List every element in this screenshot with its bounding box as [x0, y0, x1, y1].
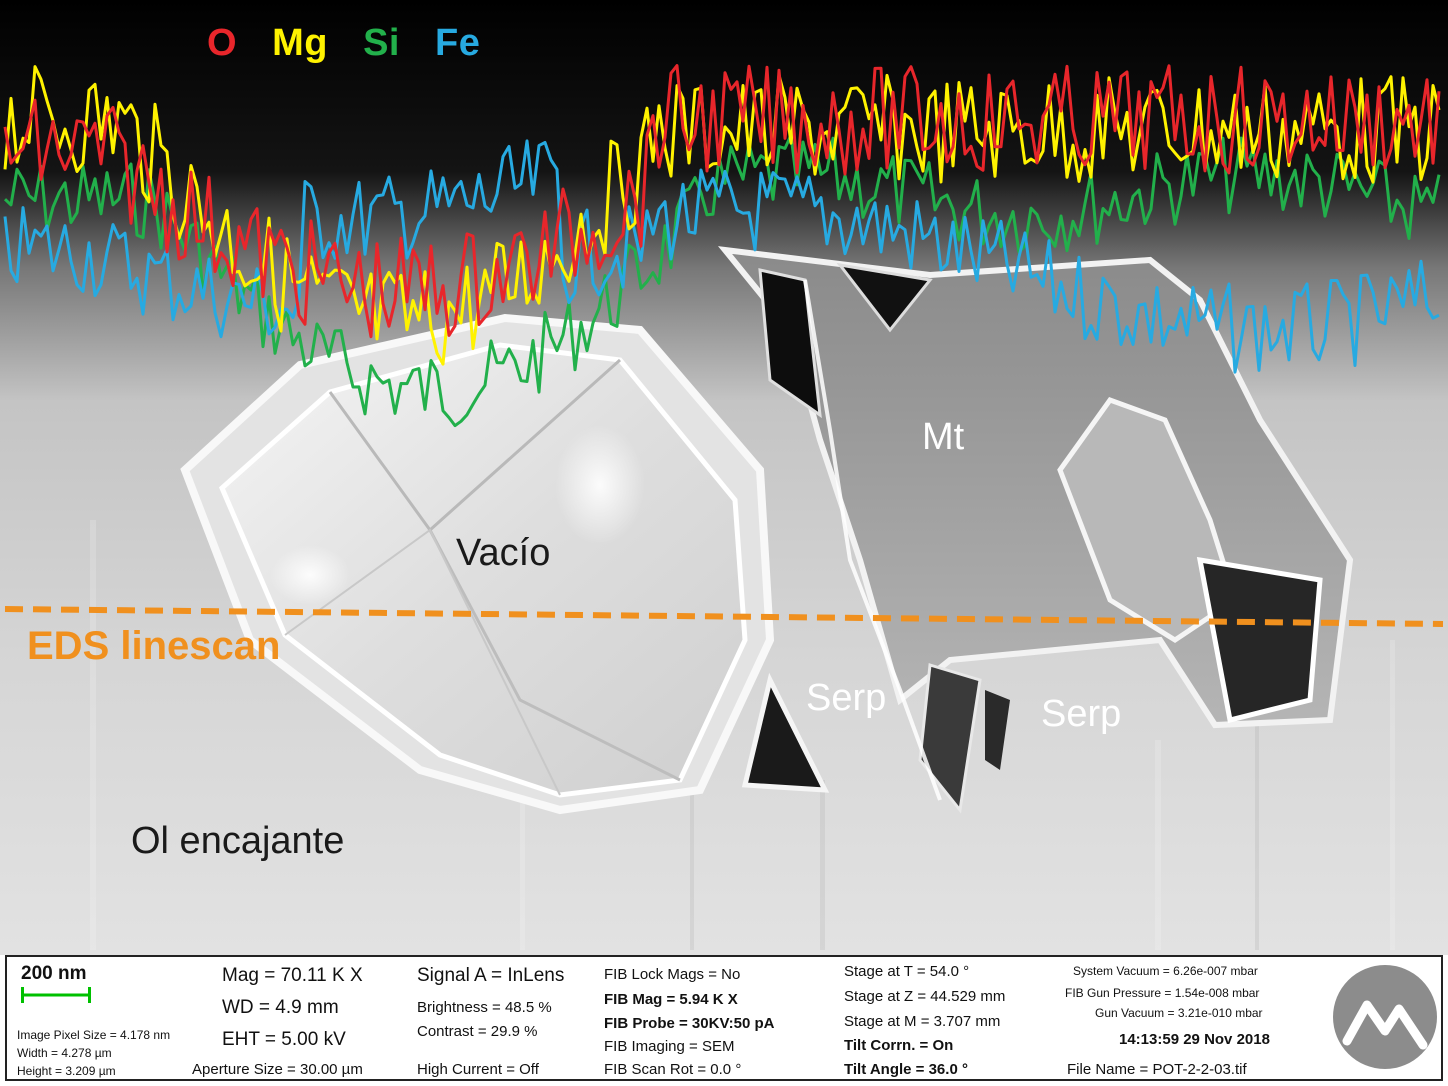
- curtaining-streaks: [90, 520, 1395, 950]
- image-height: Height = 3.209 µm: [17, 1064, 116, 1078]
- label-mt: Mt: [922, 416, 965, 458]
- high-current: High Current = Off: [417, 1061, 539, 1078]
- legend-o: O: [207, 22, 238, 64]
- label-ol-encajante: Ol encajante: [131, 820, 345, 862]
- mag: Mag = 70.11 K X: [222, 965, 363, 986]
- zeiss-logo-icon: [1333, 965, 1437, 1069]
- pixel-size: Image Pixel Size = 4.178 nm: [17, 1028, 171, 1042]
- label-serp-right: Serp: [1041, 693, 1122, 735]
- wd: WD = 4.9 mm: [222, 997, 339, 1018]
- tilt-corrn: Tilt Corrn. = On: [844, 1037, 954, 1054]
- system-vacuum: System Vacuum = 6.26e-007 mbar: [1073, 964, 1258, 978]
- profile-mg: [3, 65, 1441, 366]
- stage-z: Stage at Z = 44.529 mm: [844, 988, 1006, 1005]
- stage-m: Stage at M = 3.707 mm: [844, 1013, 1001, 1030]
- eds-profiles: [3, 64, 1441, 428]
- element-legend: O Mg Si Fe: [207, 22, 504, 65]
- fib-gun-pressure: FIB Gun Pressure = 1.54e-008 mbar: [1065, 986, 1260, 1000]
- label-eds-linescan: EDS linescan: [27, 624, 281, 668]
- fib-mag: FIB Mag = 5.94 K X: [604, 991, 738, 1008]
- file-name: File Name = POT-2-2-03.tif: [1067, 1061, 1247, 1078]
- profile-fe: [3, 139, 1440, 374]
- void-triangle: [741, 672, 830, 793]
- profile-si: [3, 133, 1441, 428]
- contrast: Contrast = 29.9 %: [417, 1023, 538, 1040]
- gun-vacuum: Gun Vacuum = 3.21e-010 mbar: [1095, 1006, 1263, 1020]
- legend-mg: Mg: [272, 22, 328, 64]
- profile-o: [3, 64, 1441, 339]
- void-right: [1196, 556, 1323, 724]
- sem-micrograph: [0, 0, 1448, 955]
- fib-probe: FIB Probe = 30KV:50 pA: [604, 1015, 775, 1032]
- legend-si: Si: [363, 22, 400, 64]
- label-vacio: Vacío: [456, 532, 551, 574]
- aperture-size: Aperture Size = 30.00 µm: [192, 1061, 363, 1078]
- brightness: Brightness = 48.5 %: [417, 999, 552, 1016]
- eds-linescan-line: [4, 606, 1444, 627]
- image-width: Width = 4.278 µm: [17, 1046, 112, 1060]
- sem-image: O Mg Si Fe Mt Vacío EDS linescan Serp Se…: [0, 0, 1448, 955]
- fib-lock-mags: FIB Lock Mags = No: [604, 966, 741, 983]
- legend-fe: Fe: [435, 22, 481, 64]
- scalebar-icon: [21, 987, 91, 1003]
- label-serp-left: Serp: [806, 677, 887, 719]
- signal: Signal A = InLens: [417, 965, 565, 986]
- eht: EHT = 5.00 kV: [222, 1029, 346, 1050]
- stage-t: Stage at T = 54.0 °: [844, 963, 970, 980]
- sem-databar: 200 nm Image Pixel Size = 4.178 nm Width…: [5, 955, 1443, 1081]
- tilt-angle: Tilt Angle = 36.0 °: [844, 1061, 968, 1078]
- fib-imaging: FIB Imaging = SEM: [604, 1038, 735, 1055]
- fib-scan-rot: FIB Scan Rot = 0.0 °: [604, 1061, 742, 1078]
- datetime: 14:13:59 29 Nov 2018: [1119, 1031, 1270, 1048]
- scale-label: 200 nm: [21, 963, 87, 984]
